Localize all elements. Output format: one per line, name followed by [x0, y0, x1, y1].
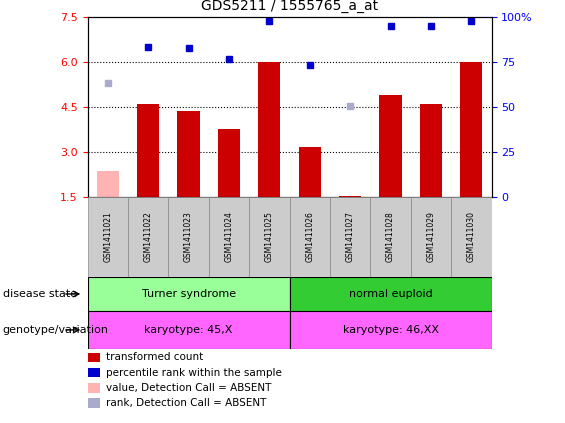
- Text: GSM1411021: GSM1411021: [103, 212, 112, 262]
- Title: GDS5211 / 1555765_a_at: GDS5211 / 1555765_a_at: [201, 0, 378, 13]
- Text: GSM1411027: GSM1411027: [346, 212, 355, 262]
- Text: disease state: disease state: [3, 289, 77, 299]
- Bar: [88, 311, 290, 349]
- Text: genotype/variation: genotype/variation: [3, 325, 109, 335]
- Text: GSM1411026: GSM1411026: [305, 212, 314, 262]
- Bar: [88, 277, 290, 311]
- Text: karyotype: 45,X: karyotype: 45,X: [145, 325, 233, 335]
- Bar: [88, 197, 128, 277]
- Text: rank, Detection Call = ABSENT: rank, Detection Call = ABSENT: [106, 398, 266, 408]
- Bar: [451, 197, 492, 277]
- Bar: [460, 62, 483, 197]
- Bar: [97, 171, 119, 197]
- Text: value, Detection Call = ABSENT: value, Detection Call = ABSENT: [106, 383, 271, 393]
- Text: GSM1411030: GSM1411030: [467, 212, 476, 262]
- Text: GSM1411029: GSM1411029: [427, 212, 436, 262]
- Text: GSM1411024: GSM1411024: [224, 212, 233, 262]
- Text: Turner syndrome: Turner syndrome: [141, 289, 236, 299]
- Bar: [177, 111, 199, 197]
- Bar: [371, 197, 411, 277]
- Text: normal euploid: normal euploid: [349, 289, 432, 299]
- Bar: [258, 62, 280, 197]
- Bar: [137, 104, 159, 197]
- Text: GSM1411028: GSM1411028: [386, 212, 395, 262]
- Bar: [411, 197, 451, 277]
- Text: GSM1411023: GSM1411023: [184, 212, 193, 262]
- Bar: [290, 197, 330, 277]
- Text: transformed count: transformed count: [106, 352, 203, 363]
- Bar: [209, 197, 249, 277]
- Bar: [380, 95, 402, 197]
- Text: percentile rank within the sample: percentile rank within the sample: [106, 368, 281, 378]
- Text: karyotype: 46,XX: karyotype: 46,XX: [342, 325, 438, 335]
- Bar: [420, 104, 442, 197]
- Bar: [128, 197, 168, 277]
- Bar: [218, 129, 240, 197]
- Bar: [249, 197, 289, 277]
- Text: GSM1411022: GSM1411022: [144, 212, 153, 262]
- Bar: [290, 277, 492, 311]
- Bar: [168, 197, 209, 277]
- Bar: [299, 147, 321, 197]
- Bar: [330, 197, 371, 277]
- Bar: [339, 196, 361, 197]
- Text: GSM1411025: GSM1411025: [265, 212, 274, 262]
- Bar: [290, 311, 492, 349]
